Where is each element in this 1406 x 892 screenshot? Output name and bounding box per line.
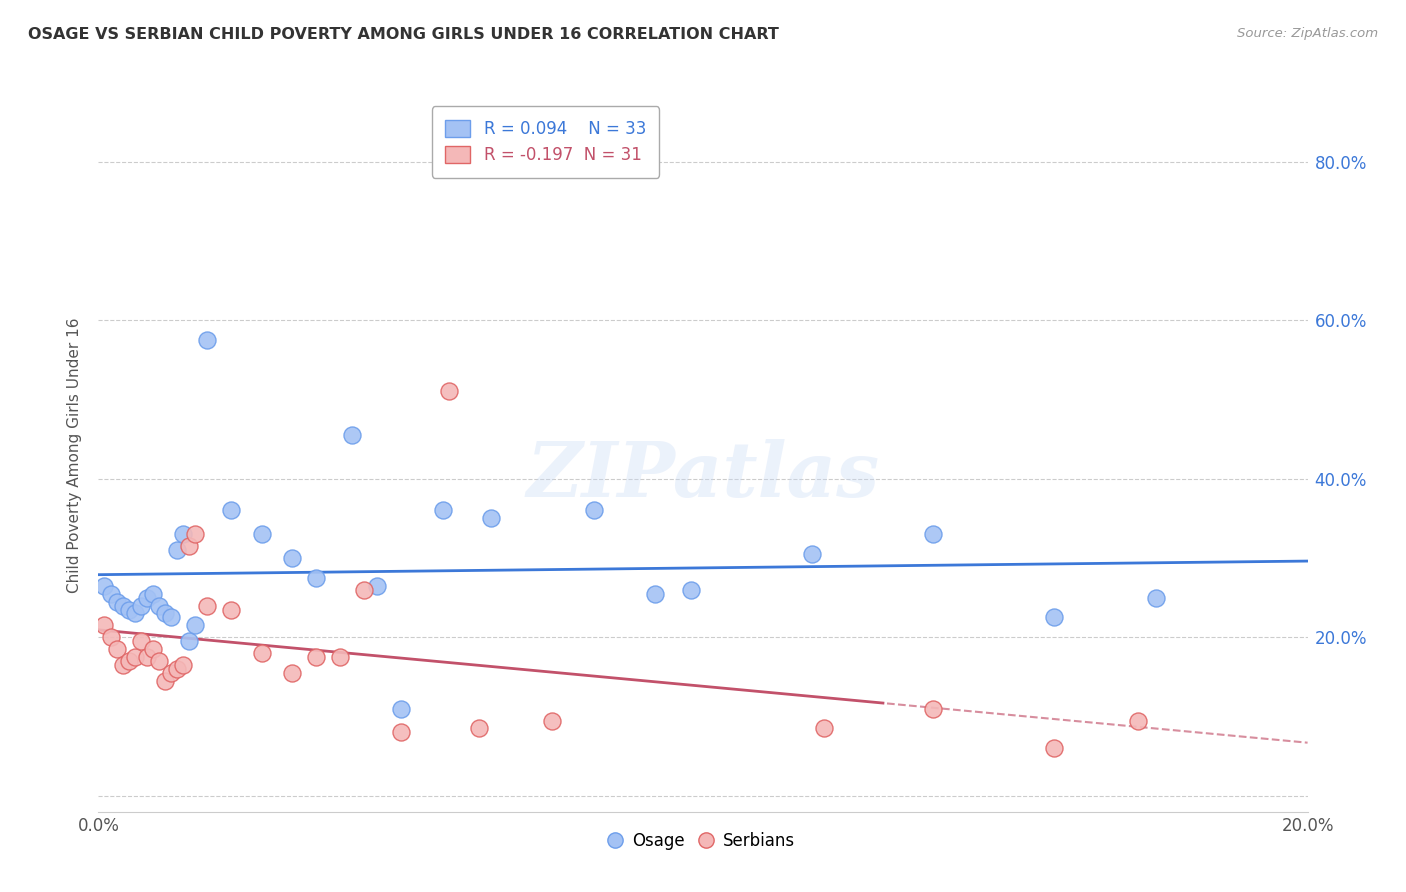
Point [160, 665, 183, 680]
Point [353, 582, 375, 597]
Point [105, 594, 128, 608]
Point [305, 650, 328, 665]
Point [389, 701, 412, 715]
Y-axis label: Child Poverty Among Girls Under 16: Child Poverty Among Girls Under 16 [67, 318, 83, 592]
Point [1144, 591, 1167, 605]
Point [118, 602, 141, 616]
Point [1128, 714, 1150, 728]
Point [1042, 610, 1064, 624]
Point [1042, 741, 1064, 756]
Point [184, 527, 207, 541]
Point [583, 503, 606, 517]
Point [540, 714, 562, 728]
Point [679, 582, 702, 597]
Text: OSAGE VS SERBIAN CHILD POVERTY AMONG GIRLS UNDER 16 CORRELATION CHART: OSAGE VS SERBIAN CHILD POVERTY AMONG GIR… [28, 27, 779, 42]
Point [281, 665, 304, 680]
Point [389, 725, 412, 739]
Point [111, 599, 134, 613]
Point [179, 634, 201, 648]
Point [166, 662, 188, 676]
Point [800, 547, 823, 561]
Point [342, 428, 364, 442]
Point [172, 527, 194, 541]
Point [921, 527, 943, 541]
Text: ZIPatlas: ZIPatlas [526, 440, 880, 513]
Point [118, 654, 141, 668]
Legend: Osage, Serbians: Osage, Serbians [605, 826, 801, 857]
Point [100, 587, 122, 601]
Point [195, 599, 218, 613]
Point [153, 673, 176, 688]
Point [329, 650, 352, 665]
Point [129, 634, 152, 648]
Point [221, 602, 243, 616]
Point [468, 722, 491, 736]
Point [305, 571, 328, 585]
Point [250, 527, 273, 541]
Point [644, 587, 666, 601]
Point [93, 618, 115, 632]
Point [166, 543, 188, 558]
Point [124, 607, 146, 621]
Point [148, 599, 170, 613]
Point [148, 654, 170, 668]
Point [179, 539, 201, 553]
Text: Source: ZipAtlas.com: Source: ZipAtlas.com [1237, 27, 1378, 40]
Point [135, 591, 157, 605]
Point [100, 630, 122, 644]
Point [437, 384, 460, 399]
Point [142, 642, 165, 657]
Point [129, 599, 152, 613]
Point [250, 646, 273, 660]
Point [366, 579, 388, 593]
Point [111, 658, 134, 673]
Point [432, 503, 454, 517]
Point [142, 587, 165, 601]
Point [184, 618, 207, 632]
Point [172, 658, 194, 673]
Point [481, 511, 503, 525]
Point [93, 579, 115, 593]
Point [160, 610, 183, 624]
Point [105, 642, 128, 657]
Point [921, 701, 943, 715]
Point [135, 650, 157, 665]
Point [281, 551, 304, 566]
Point [124, 650, 146, 665]
Point [195, 333, 218, 347]
Point [221, 503, 243, 517]
Point [813, 722, 835, 736]
Point [153, 607, 176, 621]
